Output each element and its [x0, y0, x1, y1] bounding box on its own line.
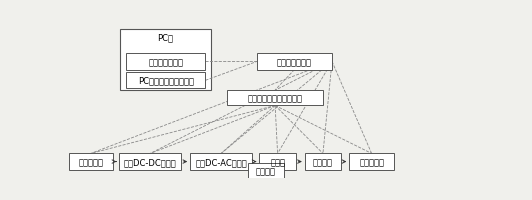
- FancyBboxPatch shape: [126, 73, 205, 89]
- FancyBboxPatch shape: [126, 54, 205, 70]
- Text: 并网开关: 并网开关: [313, 157, 333, 166]
- FancyBboxPatch shape: [227, 91, 323, 106]
- Text: 电网模拟器: 电网模拟器: [359, 157, 384, 166]
- Text: 电池模拟器: 电池模拟器: [78, 157, 103, 166]
- Text: 电子负载: 电子负载: [256, 166, 276, 175]
- Text: PC端进行算法离线仿真: PC端进行算法离线仿真: [138, 76, 194, 85]
- Text: 滤波器: 滤波器: [270, 157, 285, 166]
- Text: 双向DC-DC变换器: 双向DC-DC变换器: [124, 157, 177, 166]
- FancyBboxPatch shape: [119, 154, 181, 170]
- Text: 实时仿真控制器: 实时仿真控制器: [277, 58, 312, 67]
- Text: PC机: PC机: [157, 33, 173, 42]
- FancyBboxPatch shape: [305, 154, 341, 170]
- FancyBboxPatch shape: [350, 154, 394, 170]
- FancyBboxPatch shape: [260, 154, 296, 170]
- FancyBboxPatch shape: [190, 154, 252, 170]
- FancyBboxPatch shape: [120, 30, 211, 91]
- Text: 双向DC-AC变换器: 双向DC-AC变换器: [195, 157, 247, 166]
- Text: 上位机监控界面: 上位机监控界面: [148, 58, 184, 67]
- FancyBboxPatch shape: [69, 154, 113, 170]
- FancyBboxPatch shape: [257, 54, 332, 70]
- Text: 实时仿真控制器转接系统: 实时仿真控制器转接系统: [247, 94, 303, 103]
- FancyBboxPatch shape: [248, 163, 284, 178]
